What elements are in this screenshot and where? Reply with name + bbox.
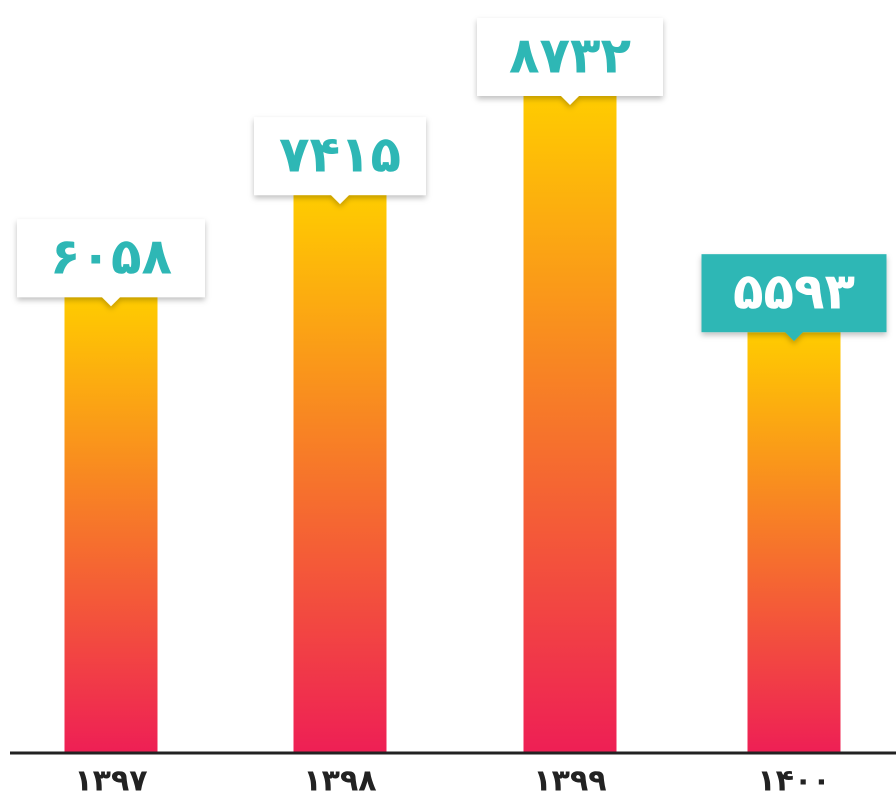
value-label-text: ۸۷۳۲ (509, 27, 631, 85)
value-label-pointer (330, 194, 350, 205)
bars (64, 96, 841, 753)
category-labels: ۱۳۹۷ ۱۳۹۸ ۱۳۹۹ ۱۴۰۰ (74, 764, 830, 797)
value-label-text: ۶۰۵۸ (50, 228, 172, 286)
value-label-box (17, 219, 205, 298)
bar-4 (747, 332, 841, 753)
value-label-box (701, 254, 887, 333)
value-label-4: ۵۵۹۳ (701, 254, 887, 342)
value-label-3: ۸۷۳۲ (477, 18, 663, 105)
category-label-3: ۱۳۹۹ (533, 764, 606, 797)
value-label-text: ۵۵۹۳ (733, 263, 855, 321)
value-label-pointer (101, 296, 121, 307)
value-label-text: ۷۴۱۵ (279, 126, 401, 184)
bar-2 (293, 195, 387, 753)
category-label-1: ۱۳۹۷ (74, 764, 147, 797)
value-label-pointer (784, 331, 804, 342)
value-label-box (254, 117, 426, 196)
category-label-2: ۱۳۹۸ (303, 764, 376, 797)
value-labels: ۶۰۵۸ ۷۴۱۵ ۸۷۳۲ ۵۵۹۳ (17, 18, 887, 342)
bar-1 (64, 297, 158, 753)
category-label-4: ۱۴۰۰ (757, 764, 830, 797)
value-label-2: ۷۴۱۵ (254, 117, 426, 205)
value-label-1: ۶۰۵۸ (17, 219, 205, 307)
bar-3 (523, 96, 617, 753)
value-label-box (477, 18, 663, 96)
value-label-pointer (560, 95, 580, 105)
